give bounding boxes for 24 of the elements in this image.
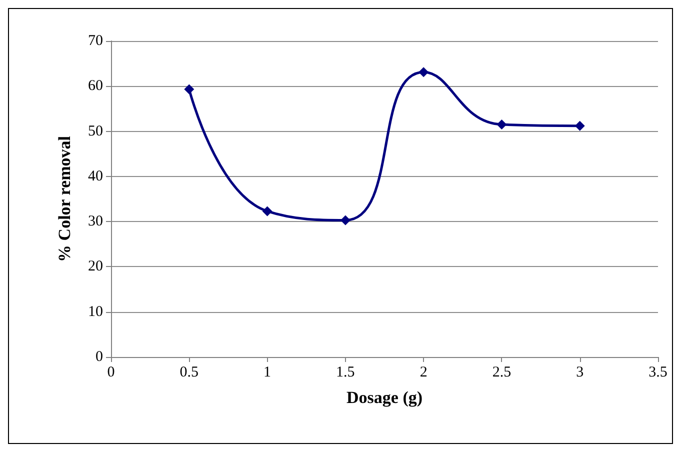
x-axis-title: Dosage (g) <box>346 388 423 407</box>
x-tick-label: 2 <box>420 364 428 380</box>
x-tick-label: 3 <box>576 364 584 380</box>
x-tick-label: 2.5 <box>492 364 512 380</box>
x-tick-label: 0 <box>107 364 115 380</box>
point <box>340 215 350 226</box>
x-tick-label: 0.5 <box>180 364 199 380</box>
point <box>262 206 272 216</box>
y-tick-label: 10 <box>88 304 103 320</box>
y-tick-label: 0 <box>96 349 103 365</box>
x-tick-label: 1.5 <box>336 364 355 380</box>
x-tick-label: 3.5 <box>648 364 668 380</box>
y-tick-label: 70 <box>88 33 103 49</box>
y-tick-label: 40 <box>88 168 103 184</box>
point <box>574 120 585 131</box>
x-tick-label: 1 <box>264 364 272 380</box>
y-tick-label: 20 <box>88 258 103 275</box>
point <box>184 84 194 94</box>
y-tick-label: 50 <box>88 123 103 140</box>
y-tick-label: 60 <box>88 78 103 94</box>
point <box>418 67 429 78</box>
y-tick-label: 30 <box>88 214 103 230</box>
point <box>496 120 507 130</box>
y-axis-title: % Color removal <box>55 136 74 262</box>
